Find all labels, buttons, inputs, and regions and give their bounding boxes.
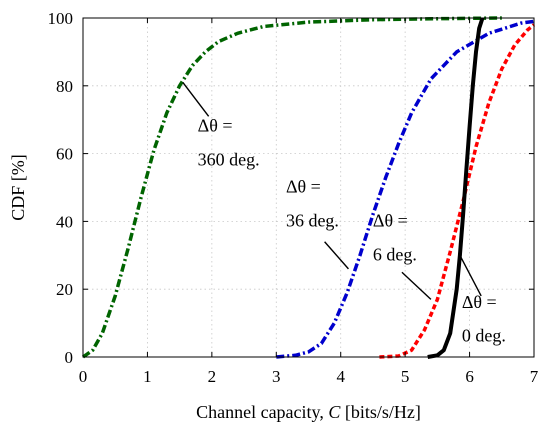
y-axis-label: CDF [%] (8, 154, 28, 221)
series-line-1 (81, 16, 502, 359)
plot-area-frame (82, 17, 535, 358)
x-tick-label: 0 (79, 367, 88, 386)
series-line-3 (379, 23, 536, 359)
annotation-label-3: Δθ = (373, 210, 408, 230)
y-tick-label: 0 (65, 348, 74, 367)
annotation-pointer-2 (324, 241, 349, 270)
x-tick-label: 3 (272, 367, 281, 386)
x-tick-label: 5 (401, 367, 410, 386)
annotations: Δθ = 360 deg. Δθ = 36 deg. Δθ = 6 deg. Δθ = 0 d… (182, 81, 506, 346)
x-axis-label-suffix: [bits/s/Hz] (340, 402, 421, 422)
x-tick-label: 4 (336, 367, 345, 386)
annotation-value-1: 360 deg. (198, 149, 260, 169)
series-layer (81, 16, 536, 359)
annotation-value-2: 36 deg. (286, 210, 339, 230)
series-line-4 (427, 17, 485, 359)
x-tick-label: 1 (143, 367, 152, 386)
grid-lines (83, 18, 534, 357)
annotation-value-3: 6 deg. (373, 244, 417, 264)
series-line-2 (276, 19, 535, 359)
annotation-label-1: Δθ = (198, 116, 233, 136)
x-axis-label: Channel capacity, C [bits/s/Hz] (196, 402, 421, 422)
y-tick-label: 80 (56, 77, 73, 96)
y-tick-label: 100 (48, 9, 74, 28)
annotation-value-4: 0 deg. (462, 326, 506, 346)
axis-ticks: 0 1 2 3 4 5 6 7 0 20 40 60 80 100 (48, 9, 539, 386)
y-tick-label: 60 (56, 145, 73, 164)
annotation-label-2: Δθ = (286, 177, 321, 197)
x-axis-label-var: C (328, 402, 341, 422)
x-tick-label: 6 (465, 367, 474, 386)
annotation-label-4: Δθ = (462, 292, 497, 312)
y-tick-label: 20 (56, 280, 73, 299)
x-axis-label-prefix: Channel capacity, (196, 402, 328, 422)
x-tick-label: 2 (208, 367, 217, 386)
annotation-pointer-4 (459, 254, 482, 297)
y-tick-label: 40 (56, 212, 73, 231)
annotation-pointer-1 (182, 81, 210, 117)
annotation-pointer-3 (401, 271, 432, 300)
x-tick-label: 7 (530, 367, 539, 386)
